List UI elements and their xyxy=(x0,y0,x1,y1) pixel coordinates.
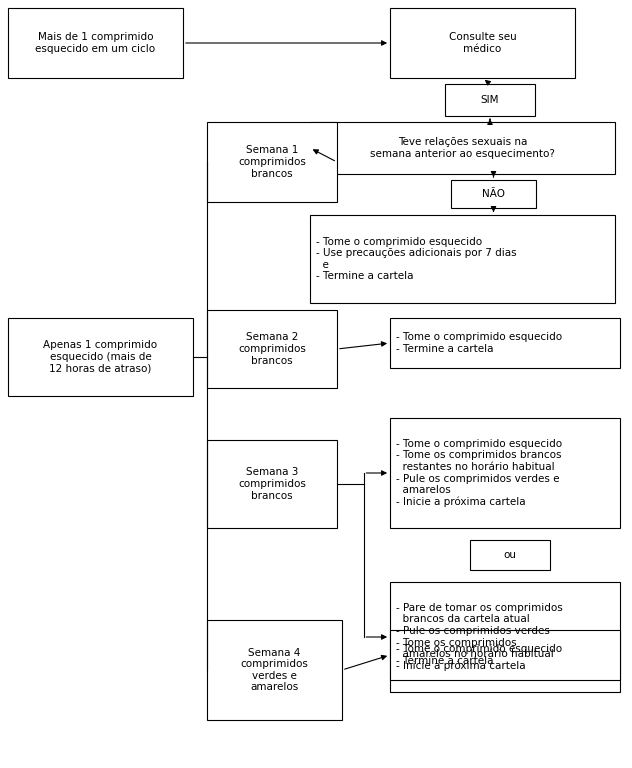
FancyBboxPatch shape xyxy=(390,8,575,78)
FancyBboxPatch shape xyxy=(207,440,337,528)
FancyBboxPatch shape xyxy=(390,630,620,680)
FancyBboxPatch shape xyxy=(390,582,620,692)
FancyBboxPatch shape xyxy=(310,122,615,174)
Text: Semana 1
comprimidos
brancos: Semana 1 comprimidos brancos xyxy=(238,145,306,179)
FancyBboxPatch shape xyxy=(8,318,193,396)
Text: Consulte seu
médico: Consulte seu médico xyxy=(449,32,516,54)
FancyBboxPatch shape xyxy=(8,8,183,78)
FancyBboxPatch shape xyxy=(470,540,550,570)
Text: Semana 2
comprimidos
brancos: Semana 2 comprimidos brancos xyxy=(238,333,306,366)
Text: Apenas 1 comprimido
esquecido (mais de
12 horas de atraso): Apenas 1 comprimido esquecido (mais de 1… xyxy=(44,340,157,373)
Text: Semana 3
comprimidos
brancos: Semana 3 comprimidos brancos xyxy=(238,468,306,501)
FancyBboxPatch shape xyxy=(445,84,535,116)
Text: Teve relações sexuais na
semana anterior ao esquecimento?: Teve relações sexuais na semana anterior… xyxy=(370,137,555,159)
Text: - Tome o comprimido esquecido
- Tome os comprimidos brancos
  restantes no horár: - Tome o comprimido esquecido - Tome os … xyxy=(396,439,562,508)
Text: ou: ou xyxy=(504,550,516,560)
FancyBboxPatch shape xyxy=(207,310,337,388)
FancyBboxPatch shape xyxy=(390,318,620,368)
Text: Mais de 1 comprimido
esquecido em um ciclo: Mais de 1 comprimido esquecido em um cic… xyxy=(35,32,155,54)
FancyBboxPatch shape xyxy=(390,418,620,528)
Text: - Tome o comprimido esquecido
- Use precauções adicionais por 7 dias
  e
- Termi: - Tome o comprimido esquecido - Use prec… xyxy=(316,237,516,281)
FancyBboxPatch shape xyxy=(310,215,615,303)
Text: - Pare de tomar os comprimidos
  brancos da cartela atual
- Pule os comprimidos : - Pare de tomar os comprimidos brancos d… xyxy=(396,603,562,671)
Text: SIM: SIM xyxy=(481,95,499,105)
Text: NÃO: NÃO xyxy=(482,189,505,199)
Text: - Tome o comprimido esquecido
- Termine a cartela: - Tome o comprimido esquecido - Termine … xyxy=(396,644,562,666)
FancyBboxPatch shape xyxy=(451,180,536,208)
Text: - Tome o comprimido esquecido
- Termine a cartela: - Tome o comprimido esquecido - Termine … xyxy=(396,333,562,354)
Text: Semana 4
comprimidos
verdes e
amarelos: Semana 4 comprimidos verdes e amarelos xyxy=(241,647,308,693)
FancyBboxPatch shape xyxy=(207,620,342,720)
FancyBboxPatch shape xyxy=(207,122,337,202)
